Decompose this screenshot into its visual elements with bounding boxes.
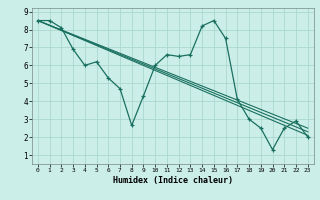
X-axis label: Humidex (Indice chaleur): Humidex (Indice chaleur) xyxy=(113,176,233,185)
